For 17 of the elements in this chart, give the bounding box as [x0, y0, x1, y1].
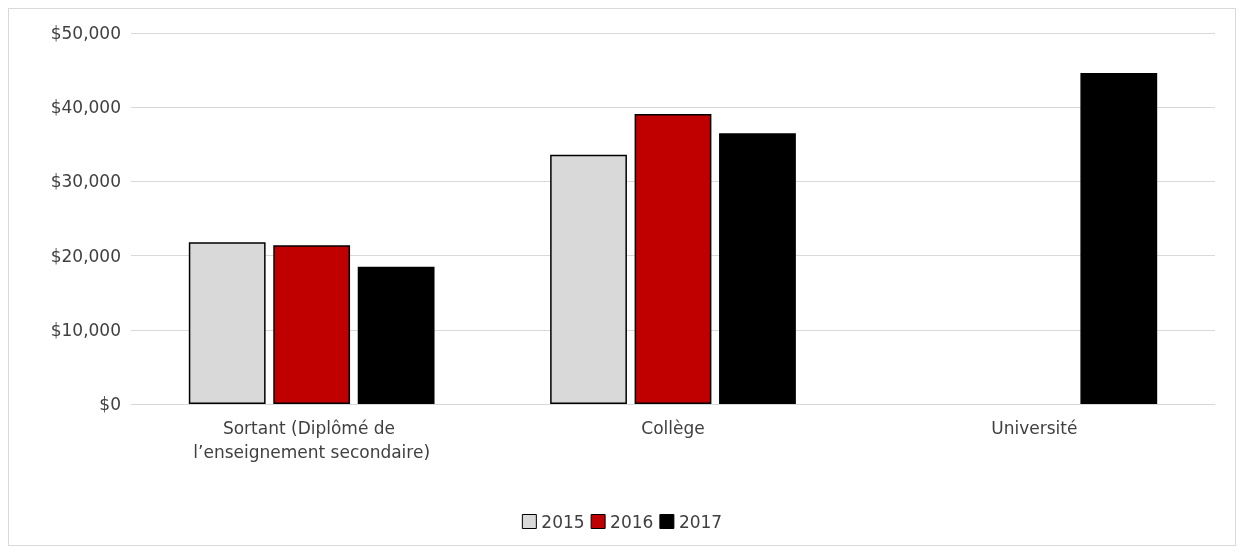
bar: [634, 113, 712, 404]
y-tick-label: $50,000: [50, 23, 121, 43]
y-tick-label: $30,000: [50, 171, 121, 192]
x-tick-label: Université: [991, 418, 1078, 438]
bar: [357, 266, 435, 404]
legend-label: 2015: [541, 511, 585, 532]
y-tick-label: $40,000: [50, 97, 121, 118]
x-tick-label: Sortant (Diplômé de l’enseignement secondaire): [193, 418, 431, 462]
bar: [273, 245, 351, 404]
y-tick-label: $0: [99, 394, 121, 414]
bar: [1080, 73, 1158, 404]
bar: [719, 133, 796, 404]
legend-label: 2017: [678, 511, 723, 532]
legend-label: 2016: [610, 511, 654, 532]
y-tick-label: $20,000: [50, 245, 121, 266]
x-tick-label: Collège: [641, 418, 705, 438]
y-tick-label: $10,000: [50, 319, 121, 340]
